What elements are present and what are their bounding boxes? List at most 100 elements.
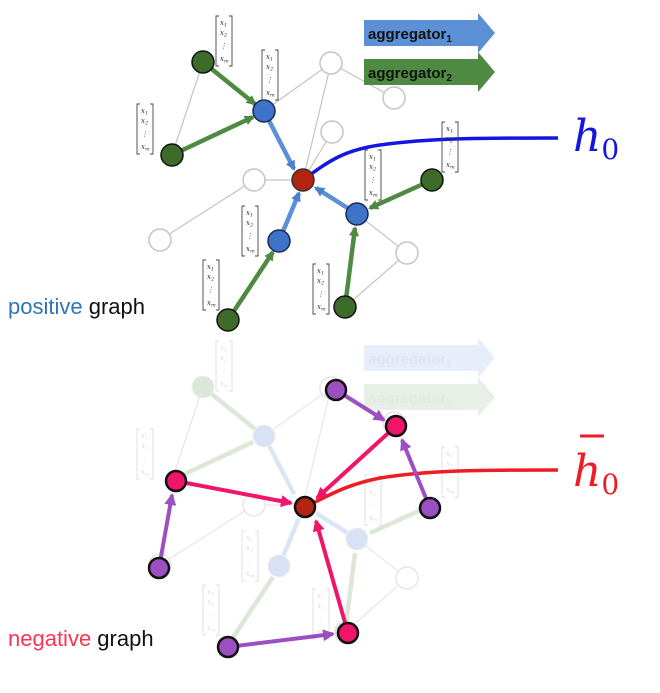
svg-text:x2: x2 [446, 460, 453, 470]
positive-output-path [301, 136, 559, 182]
svg-text:x2: x2 [207, 273, 214, 283]
svg-text:xm: xm [207, 299, 216, 309]
negative-graph: aggregator1 aggregator2 [147, 338, 559, 659]
svg-text:⋮: ⋮ [220, 367, 227, 375]
svg-text:x1: x1 [317, 592, 324, 602]
negative-center-node [293, 495, 317, 519]
positive-blue-nodes [252, 99, 369, 253]
svg-text:xm: xm [141, 468, 150, 478]
svg-text:xm: xm [317, 303, 326, 313]
arrow-right-blue-icon [364, 13, 495, 53]
svg-text:⋮: ⋮ [317, 290, 324, 298]
arrow-right-green-icon [364, 52, 495, 92]
svg-text:aggregator2: aggregator2 [368, 390, 452, 409]
negative-output-path [304, 468, 559, 509]
feature-vectors: x1x2⋮xmx1x2⋮xmx1x2⋮xmx1x2⋮xmx1x2⋮xmx1x2⋮… [136, 15, 459, 640]
svg-text:⋮: ⋮ [317, 615, 324, 623]
svg-text:xm: xm [369, 189, 378, 199]
graph-word: graph [91, 626, 154, 651]
svg-text:x1: x1 [266, 53, 273, 63]
svg-text:⋮: ⋮ [141, 455, 148, 463]
svg-text:x1: x1 [446, 125, 453, 135]
positive-center-node [291, 168, 315, 192]
svg-text:aggregator1: aggregator1 [368, 26, 452, 45]
svg-text:x2: x2 [141, 117, 148, 127]
positive-graph [148, 50, 559, 332]
svg-text:x1: x1 [141, 107, 148, 117]
svg-text:x1: x1 [446, 450, 453, 460]
svg-text:x2: x2 [220, 354, 227, 364]
svg-text:x2: x2 [141, 442, 148, 452]
negative-purple-nodes [147, 378, 442, 659]
svg-text:aggregator2: aggregator2 [368, 65, 452, 84]
svg-text:⋮: ⋮ [141, 130, 148, 138]
positive-gray-edges [159, 61, 408, 308]
svg-text:x1: x1 [369, 153, 376, 163]
svg-text:⋮: ⋮ [207, 286, 214, 294]
svg-text:⋮: ⋮ [266, 76, 273, 84]
svg-text:x1: x1 [220, 19, 227, 29]
svg-text:x2: x2 [207, 598, 214, 608]
svg-text:xm: xm [369, 514, 378, 524]
svg-text:xm: xm [246, 570, 255, 580]
svg-text:⋮: ⋮ [446, 473, 453, 481]
svg-text:x2: x2 [446, 135, 453, 145]
negative-output-label: h0 [573, 434, 619, 501]
svg-text:x2: x2 [246, 544, 253, 554]
svg-text:aggregator1: aggregator1 [368, 351, 452, 370]
positive-graph-caption: positive graph [8, 294, 145, 320]
svg-text:x1: x1 [220, 344, 227, 354]
svg-text:x1: x1 [207, 263, 214, 273]
negative-pink-edges [175, 424, 398, 634]
svg-text:⋮: ⋮ [246, 232, 253, 240]
svg-text:x1: x1 [246, 534, 253, 544]
svg-text:h0: h0 [573, 446, 619, 501]
svg-text:xm: xm [207, 624, 216, 634]
svg-text:x2: x2 [317, 277, 324, 287]
positive-green-nodes [160, 50, 444, 332]
svg-text:xm: xm [266, 89, 275, 99]
negative-purple-edges [157, 388, 432, 649]
aggregator1-arrow: aggregator1 [364, 13, 495, 53]
svg-text:x2: x2 [369, 488, 376, 498]
svg-text:xm: xm [220, 380, 229, 390]
positive-output-label: h0 [573, 111, 619, 166]
svg-text:x1: x1 [141, 432, 148, 442]
svg-text:x1: x1 [207, 588, 214, 598]
svg-text:⋮: ⋮ [369, 501, 376, 509]
svg-text:xm: xm [141, 143, 150, 153]
svg-text:x1: x1 [317, 267, 324, 277]
aggregator-legend: aggregator1 aggregator2 [364, 13, 495, 92]
svg-text:x2: x2 [246, 219, 253, 229]
svg-text:x2: x2 [266, 63, 273, 73]
negative-pink-nodes [164, 414, 408, 645]
svg-text:x2: x2 [220, 29, 227, 39]
svg-text:xm: xm [317, 628, 326, 638]
svg-text:⋮: ⋮ [446, 148, 453, 156]
svg-text:xm: xm [446, 486, 455, 496]
svg-text:xm: xm [246, 245, 255, 255]
svg-text:x1: x1 [246, 209, 253, 219]
svg-text:x1: x1 [369, 478, 376, 488]
negative-word: negative [8, 626, 92, 651]
positive-gray-nodes [148, 51, 419, 265]
graph-word: graph [82, 294, 145, 319]
svg-text:x2: x2 [369, 163, 376, 173]
svg-text:⋮: ⋮ [369, 176, 376, 184]
